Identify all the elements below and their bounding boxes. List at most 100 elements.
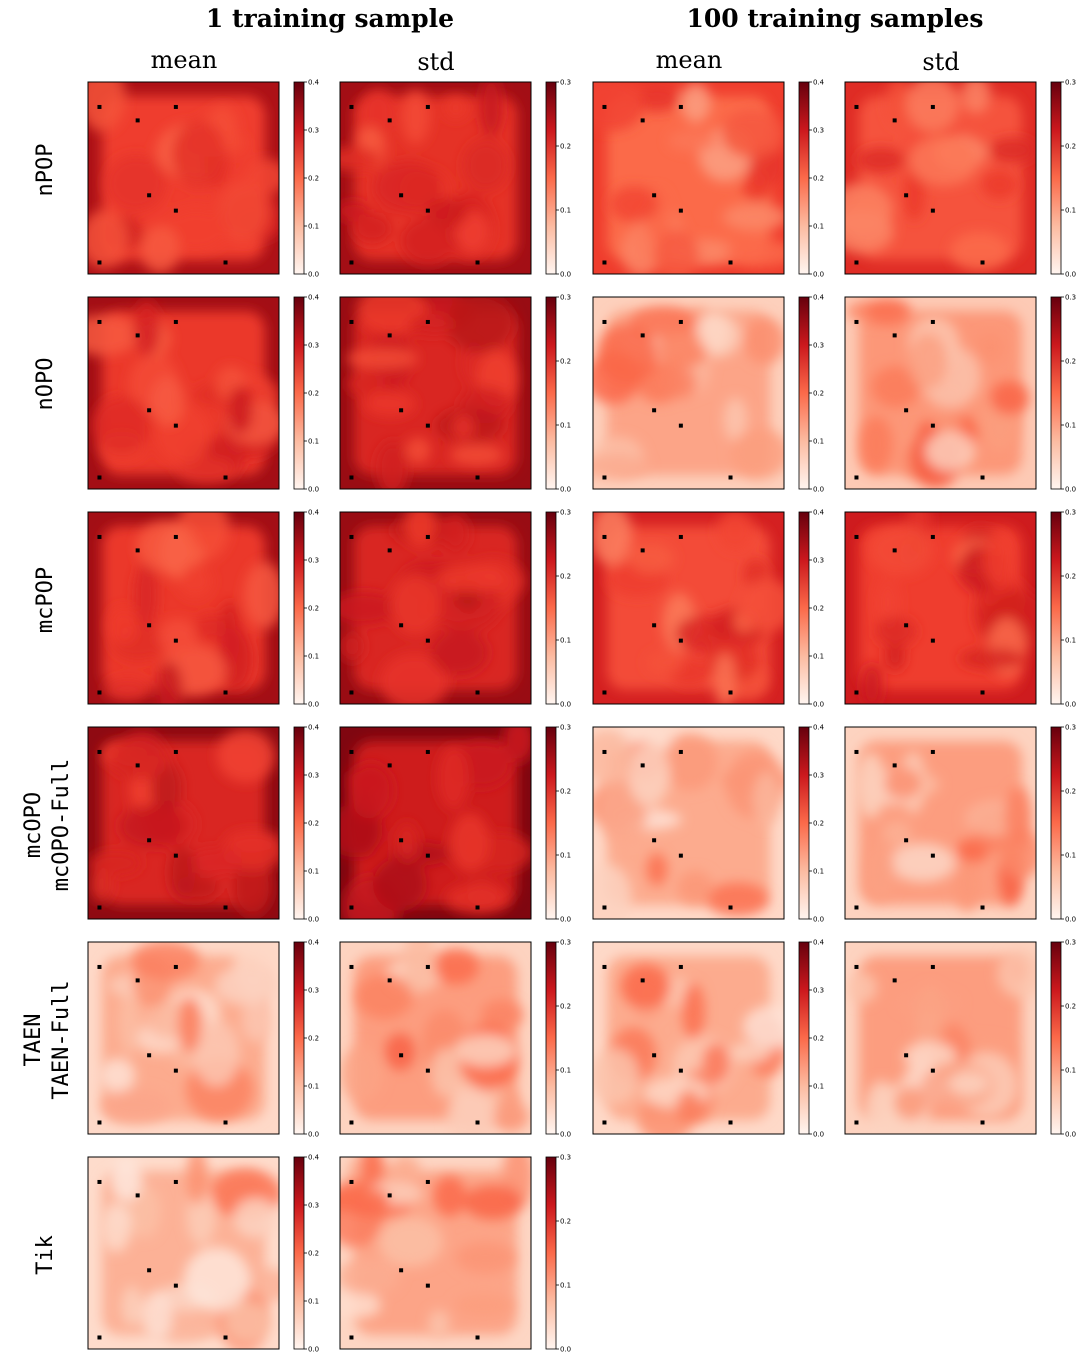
heatmap-blob — [593, 453, 649, 480]
colorbar-tick-label: 0.2 — [560, 143, 571, 151]
heatmap-blob — [404, 512, 437, 547]
heatmap-blob — [653, 230, 700, 274]
colorbar: 0.0 0.1 0.2 0.3 0.4 — [293, 939, 320, 1139]
sensor-point — [980, 260, 985, 265]
heatmap-blob — [431, 1048, 461, 1098]
colorbar: 0.0 0.1 0.2 0.3 — [1050, 509, 1076, 709]
heatmap-blobs — [99, 942, 279, 1124]
heatmap-panel-0-2: 0.0 0.1 0.2 0.3 0.4 — [592, 79, 825, 279]
colorbar-tick-label: 0.0 — [308, 1346, 319, 1354]
heatmap-blobs — [100, 1157, 279, 1349]
heatmap-panel-2-1: 0.0 0.1 0.2 0.3 — [339, 509, 571, 709]
heatmap-blob — [681, 983, 705, 1040]
heatmap-blob — [401, 90, 431, 145]
sensor-point — [135, 118, 140, 123]
heatmap-blob — [373, 858, 427, 912]
colorbar-tick-label: 0.3 — [560, 79, 571, 87]
heatmap-blob — [340, 1045, 383, 1102]
heatmap-blobs — [88, 82, 279, 274]
sensor-point — [147, 1268, 152, 1273]
sensor-point — [728, 690, 733, 695]
heatmap-blob — [121, 1286, 143, 1327]
colorbar-tick-label: 0.2 — [560, 788, 571, 796]
colorbar-gradient — [799, 727, 809, 919]
heatmap-blobs — [593, 964, 784, 1134]
heatmap-blob — [104, 154, 167, 213]
sensor-point — [854, 534, 859, 539]
sensor-point — [475, 905, 480, 910]
heatmap-blob — [847, 972, 878, 1003]
heatmap-blob — [721, 109, 784, 159]
heatmap-blob — [620, 964, 671, 1009]
heatmap-blob — [352, 212, 392, 245]
heatmap-blob — [479, 82, 504, 137]
heatmap-blob — [635, 83, 680, 113]
colorbar-tick-label: 0.3 — [308, 342, 319, 350]
panel-frame — [339, 296, 532, 490]
heatmap-panel-4-1: 0.0 0.1 0.2 0.3 — [339, 939, 571, 1139]
sensor-point — [930, 964, 935, 969]
sensor-point — [399, 193, 404, 198]
colorbar-tick-label: 0.2 — [1065, 1003, 1076, 1011]
heatmap-blob — [340, 630, 365, 662]
heatmap-blob — [681, 83, 711, 123]
heatmap-blobs — [856, 751, 1036, 912]
heatmap-blob — [871, 366, 921, 408]
sensor-point — [904, 1053, 909, 1058]
colorbar-tick-label: 0.1 — [308, 1298, 319, 1306]
colorbar-tick-label: 0.1 — [560, 637, 571, 645]
panel-frame — [592, 941, 785, 1135]
heatmap-blob — [981, 170, 1018, 200]
colorbar-tick-label: 0.1 — [813, 438, 824, 446]
colorbar-tick-label: 0.3 — [560, 1154, 571, 1162]
colorbar: 0.0 0.1 0.2 0.3 0.4 — [293, 724, 320, 924]
colorbar-gradient — [799, 942, 809, 1134]
sensor-point — [349, 749, 354, 754]
heatmap-blob — [340, 1185, 390, 1213]
heatmap-blob — [441, 513, 470, 554]
sensor-point — [892, 333, 897, 338]
heatmap-blob — [378, 1216, 443, 1267]
sensor-point — [387, 548, 392, 553]
heatmap-blob — [449, 444, 504, 466]
heatmap-blobs — [861, 512, 1036, 704]
colorbar: 0.0 0.1 0.2 0.3 0.4 — [798, 294, 825, 494]
heatmap-blob — [228, 386, 253, 434]
heatmap-blob — [597, 323, 657, 386]
sensor-point — [602, 319, 607, 324]
colorbar: 0.0 0.1 0.2 0.3 0.4 — [293, 79, 320, 279]
sensor-point — [173, 319, 178, 324]
heatmap-blob — [950, 231, 1010, 271]
colorbar-tick-label: 0.0 — [1065, 271, 1076, 279]
sensor-point — [930, 853, 935, 858]
colorbar-tick-label: 0.0 — [813, 271, 824, 279]
sensor-point — [425, 638, 430, 643]
sensor-point — [475, 475, 480, 480]
sensor-point — [678, 534, 683, 539]
sensor-point — [387, 1193, 392, 1198]
sensor-point — [399, 623, 404, 628]
colorbar-gradient — [799, 82, 809, 274]
heatmap-blob — [959, 647, 1028, 670]
heatmap-blob — [403, 942, 436, 994]
sensor-point — [652, 623, 657, 628]
sensor-point — [728, 475, 733, 480]
heatmap-blob — [645, 651, 684, 675]
colorbar-tick-label: 0.4 — [308, 509, 320, 517]
colorbar-tick-label: 0.2 — [308, 605, 319, 613]
sensor-point — [640, 763, 645, 768]
colorbar-frame — [545, 1156, 557, 1350]
sensor-point — [387, 118, 392, 123]
sensor-point — [602, 964, 607, 969]
heatmap-blob — [443, 95, 468, 120]
heatmap-blob — [361, 89, 396, 135]
heatmap-blob — [394, 821, 419, 863]
colorbar-frame — [545, 81, 557, 275]
heatmap-blob — [893, 1086, 928, 1120]
sensor-point — [97, 905, 102, 910]
heatmap-blob — [884, 640, 906, 672]
sensor-point — [173, 1179, 178, 1184]
colorbar: 0.0 0.1 0.2 0.3 0.4 — [293, 294, 320, 494]
sensor-point — [602, 534, 607, 539]
sensor-point — [602, 1120, 607, 1125]
